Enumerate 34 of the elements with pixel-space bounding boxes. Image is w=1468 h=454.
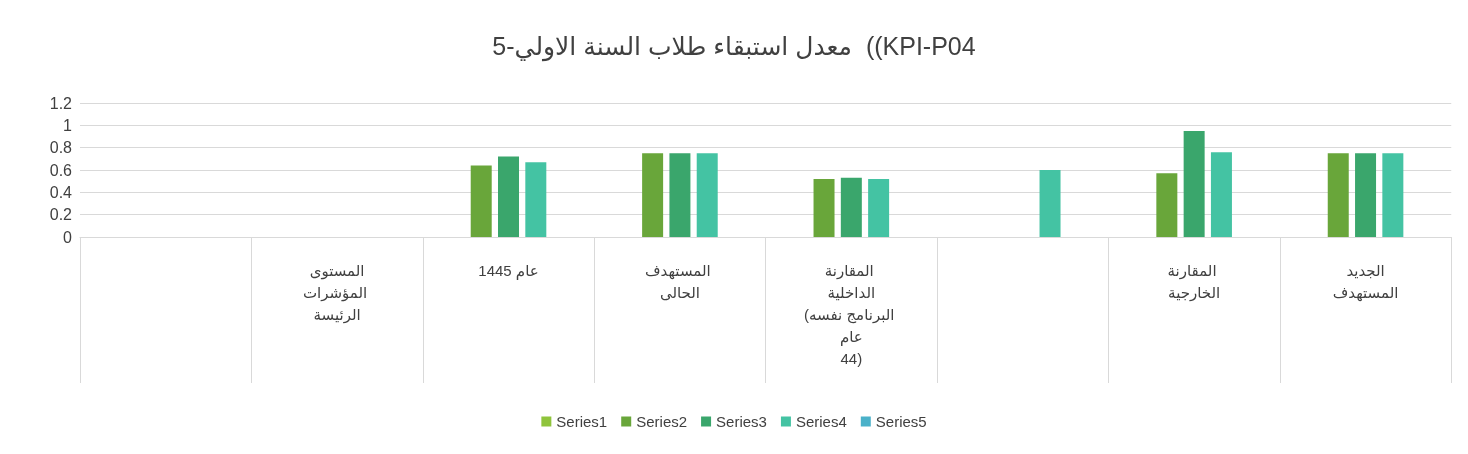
y-tick-label: 1.2 (49, 94, 73, 112)
bar (1039, 170, 1061, 237)
chart-title: 5-معدل استبقاء طلاب السنة الاولي ((KPI-P04 (492, 31, 976, 62)
legend-label: Series2 (636, 413, 688, 430)
y-tick-label: 0.4 (49, 183, 73, 201)
x-tick-label: المقارنة الخارجية (1167, 261, 1221, 302)
bar (1183, 130, 1205, 237)
legend-label: Series4 (795, 413, 847, 430)
bar (813, 178, 835, 237)
bar (642, 153, 664, 237)
y-tick-label: 0.2 (49, 206, 73, 224)
bar (1355, 153, 1377, 237)
legend-label: Series3 (716, 413, 767, 430)
bar (868, 178, 890, 237)
x-tick-label: المستوى المؤشرات الرئيسة (302, 261, 372, 324)
x-tick-label: عام 1445 (478, 261, 539, 280)
bar (1327, 153, 1349, 237)
bar (840, 177, 862, 237)
x-tick-label: المستهدف الحالى (645, 261, 715, 301)
y-tick-label: 0.6 (49, 161, 73, 179)
y-tick-label: 1 (63, 116, 73, 134)
bar (525, 162, 547, 237)
y-tick-label: 0.8 (49, 139, 73, 157)
bar (470, 165, 492, 237)
bar (1382, 153, 1404, 237)
bar (696, 153, 718, 237)
bar (1156, 173, 1178, 237)
bar (669, 153, 691, 237)
legend-label: Series1 (556, 413, 608, 430)
legend-label: Series5 (875, 413, 927, 430)
bar (1210, 152, 1232, 237)
bar (498, 156, 520, 237)
y-tick-label: 0 (63, 228, 73, 246)
x-tick-label: الجديد المستهدف (1332, 261, 1399, 302)
